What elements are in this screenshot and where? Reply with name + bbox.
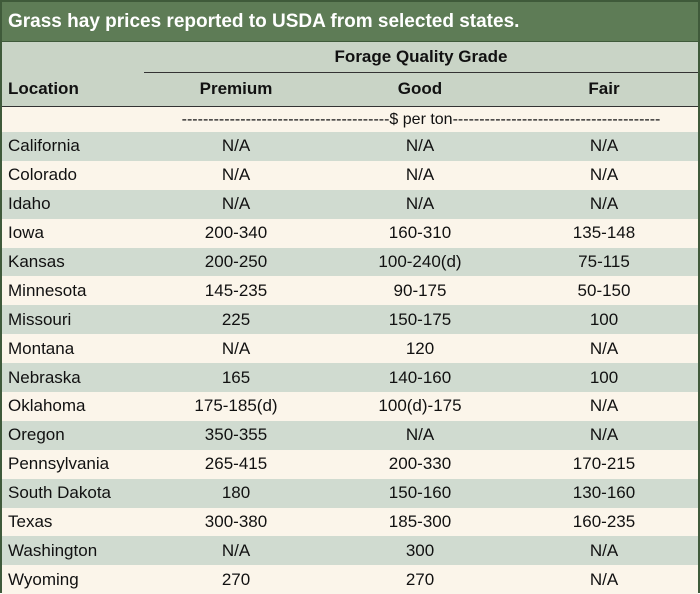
good-cell: N/A <box>405 136 435 156</box>
good-cell: N/A <box>405 165 435 185</box>
fair-cell: N/A <box>589 194 619 214</box>
premium-cell: N/A <box>221 165 251 185</box>
good-cell: 200-330 <box>388 454 452 474</box>
location-cell: Wyoming <box>8 569 79 589</box>
table-row: Montana N/A 120 N/A <box>2 334 698 364</box>
table-body: California N/A N/A N/A Colorado N/A N/A N/A Idah… <box>2 132 698 594</box>
premium-cell: 300-380 <box>204 512 268 532</box>
good-cell: 150-160 <box>388 483 452 503</box>
fair-cell: 135-148 <box>572 223 636 243</box>
table-row: Nebraska 165 140-160 100 <box>2 363 698 393</box>
premium-cell: 200-250 <box>204 252 268 271</box>
forage-quality-grade-header: Forage Quality Grade <box>334 47 508 66</box>
table-row: Minnesota 145-235 90-175 50-150 <box>2 276 698 306</box>
table-row: Kansas 200-250 100-240(d) 75-115 <box>2 247 698 277</box>
location-cell: Washington <box>8 540 98 560</box>
table-row: South Dakota 180 150-160 130-160 <box>2 478 698 508</box>
premium-cell: N/A <box>221 136 251 156</box>
table-title: Grass hay prices reported to USDA from s… <box>2 2 698 42</box>
fair-cell: N/A <box>589 540 619 560</box>
fair-cell: 170-215 <box>572 454 636 474</box>
premium-cell: 270 <box>221 569 251 589</box>
premium-cell: 165 <box>221 367 251 387</box>
fair-cell: 75-115 <box>578 252 630 271</box>
location-cell: California <box>8 136 80 156</box>
table-row: Oregon 350-355 N/A N/A <box>2 420 698 450</box>
fair-cell: N/A <box>589 165 619 185</box>
fair-cell: N/A <box>589 396 619 416</box>
premium-cell: N/A <box>221 540 251 560</box>
location-cell: Idaho <box>8 194 51 214</box>
good-cell: 185-300 <box>388 512 452 532</box>
units-row: ---------------------------------------$… <box>2 106 698 132</box>
good-cell: 100-240(d) <box>378 252 462 271</box>
table-row: Missouri 225 150-175 100 <box>2 305 698 335</box>
location-cell: Oklahoma <box>8 396 86 416</box>
location-cell: Pennsylvania <box>8 454 110 474</box>
good-cell: 270 <box>405 569 435 589</box>
premium-cell: 175-185(d) <box>194 396 278 416</box>
table-row: Wyoming 270 270 N/A <box>2 565 698 594</box>
premium-cell: 180 <box>221 483 251 503</box>
location-cell: South Dakota <box>8 483 112 503</box>
good-cell: 140-160 <box>388 367 452 387</box>
premium-cell: 200-340 <box>204 223 268 243</box>
location-cell: Colorado <box>8 165 77 185</box>
fair-cell: N/A <box>589 425 619 445</box>
fair-cell: N/A <box>589 136 619 156</box>
table-row: Iowa 200-340 160-310 135-148 <box>2 218 698 248</box>
premium-cell: N/A <box>221 194 251 214</box>
location-cell: Texas <box>8 512 53 532</box>
table-row: Washington N/A 300 N/A <box>2 536 698 566</box>
good-cell: 150-175 <box>388 309 452 329</box>
location-column-header: Location <box>8 79 79 98</box>
table-header: Forage Quality Grade Location Premium Go… <box>2 42 698 106</box>
location-cell: Nebraska <box>8 367 81 387</box>
premium-cell: 225 <box>221 309 251 329</box>
location-cell: Kansas <box>8 252 65 271</box>
good-column-header: Good <box>397 79 443 98</box>
location-cell: Oregon <box>8 425 65 445</box>
fair-cell: 160-235 <box>572 512 636 532</box>
premium-column-header: Premium <box>199 79 273 98</box>
header-divider <box>144 72 698 73</box>
good-cell: 100(d)-175 <box>378 396 462 416</box>
good-cell: 90-175 <box>393 280 447 300</box>
premium-cell: 145-235 <box>204 280 268 300</box>
fair-cell: 100 <box>589 309 619 329</box>
table-row: Idaho N/A N/A N/A <box>2 189 698 219</box>
good-cell: N/A <box>405 425 435 445</box>
table-row: Colorado N/A N/A N/A <box>2 160 698 190</box>
table-row: California N/A N/A N/A <box>2 132 698 161</box>
fair-cell: 130-160 <box>572 483 636 503</box>
table-row: Pennsylvania 265-415 200-330 170-215 <box>2 449 698 479</box>
premium-cell: N/A <box>221 338 251 358</box>
location-cell: Montana <box>8 338 75 358</box>
good-cell: 300 <box>405 540 435 560</box>
location-cell: Missouri <box>8 309 72 329</box>
fair-column-header: Fair <box>588 79 620 98</box>
location-cell: Minnesota <box>8 280 87 300</box>
good-cell: 160-310 <box>388 223 452 243</box>
good-cell: 120 <box>405 338 435 358</box>
location-cell: Iowa <box>8 223 44 243</box>
good-cell: N/A <box>405 194 435 214</box>
fair-cell: N/A <box>589 338 619 358</box>
fair-cell: 50-150 <box>577 280 631 300</box>
premium-cell: 350-355 <box>204 425 268 445</box>
table-row: Oklahoma 175-185(d) 100(d)-175 N/A <box>2 392 698 421</box>
premium-cell: 265-415 <box>204 454 268 474</box>
fair-cell: 100 <box>589 367 619 387</box>
fair-cell: N/A <box>589 569 619 589</box>
table-row: Texas 300-380 185-300 160-235 <box>2 507 698 537</box>
